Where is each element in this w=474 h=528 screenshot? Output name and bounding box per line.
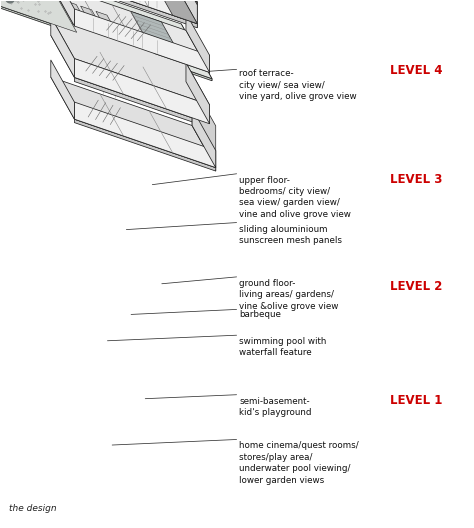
Text: ground floor-
living areas/ gardens/
vine &olive grove view: ground floor- living areas/ gardens/ vin… xyxy=(239,279,339,310)
Polygon shape xyxy=(51,0,74,26)
Polygon shape xyxy=(192,126,216,171)
Text: LEVEL 2: LEVEL 2 xyxy=(391,280,443,293)
Polygon shape xyxy=(186,30,210,77)
Circle shape xyxy=(5,0,15,3)
Polygon shape xyxy=(62,0,197,28)
Polygon shape xyxy=(0,0,77,32)
Polygon shape xyxy=(51,0,210,72)
Polygon shape xyxy=(51,77,216,167)
Polygon shape xyxy=(38,0,197,2)
Text: the design: the design xyxy=(9,504,57,513)
Polygon shape xyxy=(192,108,216,167)
Polygon shape xyxy=(131,11,185,64)
Polygon shape xyxy=(51,16,210,105)
Polygon shape xyxy=(173,0,197,5)
Polygon shape xyxy=(62,0,197,24)
Polygon shape xyxy=(173,0,197,28)
Polygon shape xyxy=(74,59,210,124)
Polygon shape xyxy=(74,9,210,72)
Polygon shape xyxy=(186,82,210,128)
Polygon shape xyxy=(186,13,210,72)
Polygon shape xyxy=(51,60,74,119)
Polygon shape xyxy=(74,119,216,171)
Polygon shape xyxy=(192,84,216,167)
Polygon shape xyxy=(96,11,117,32)
Polygon shape xyxy=(38,0,197,24)
Text: home cinema/quest rooms/
stores/play area/
underwater pool viewing/
lower garden: home cinema/quest rooms/ stores/play are… xyxy=(239,441,359,485)
Text: barbeque: barbeque xyxy=(239,310,281,319)
Text: LEVEL 4: LEVEL 4 xyxy=(391,64,443,77)
Polygon shape xyxy=(81,6,101,27)
Text: LEVEL 1: LEVEL 1 xyxy=(391,394,443,408)
Polygon shape xyxy=(65,1,86,22)
Polygon shape xyxy=(173,0,197,24)
Polygon shape xyxy=(51,35,210,124)
Polygon shape xyxy=(149,0,197,24)
Text: LEVEL 3: LEVEL 3 xyxy=(391,173,443,186)
Polygon shape xyxy=(0,0,212,79)
Polygon shape xyxy=(51,16,74,78)
Text: swimming pool with
waterfall feature: swimming pool with waterfall feature xyxy=(239,337,327,357)
Polygon shape xyxy=(181,24,212,81)
Text: semi-basement-
kid's playground: semi-basement- kid's playground xyxy=(239,397,312,417)
Text: sliding alouminioum
sunscreen mesh panels: sliding alouminioum sunscreen mesh panel… xyxy=(239,224,342,245)
Polygon shape xyxy=(74,26,210,77)
Polygon shape xyxy=(74,102,216,167)
Text: upper floor-
bedrooms/ city view/
sea view/ garden view/
vine and olive grove vi: upper floor- bedrooms/ city view/ sea vi… xyxy=(239,175,351,219)
Polygon shape xyxy=(62,0,197,5)
Polygon shape xyxy=(0,0,212,81)
Text: roof terrace-
city view/ sea view/
vine yard, olive grove view: roof terrace- city view/ sea view/ vine … xyxy=(239,69,357,101)
Polygon shape xyxy=(186,63,210,124)
Polygon shape xyxy=(74,78,210,128)
